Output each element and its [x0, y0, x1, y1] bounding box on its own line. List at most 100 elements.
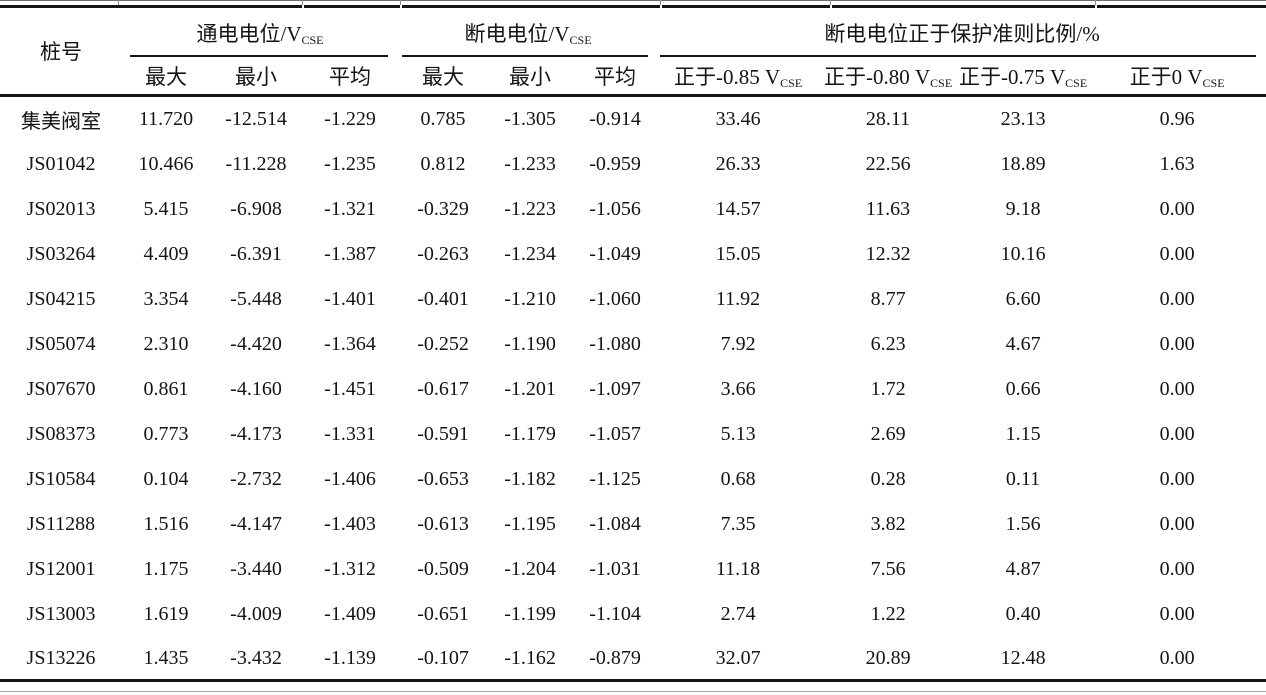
cell-off-min: -1.305: [504, 108, 556, 130]
cell-off-max: -0.613: [417, 513, 469, 535]
cell-off-avg: -1.125: [589, 468, 641, 490]
cell-energized-avg: -1.409: [324, 603, 376, 625]
row-label-stake: JS11288: [26, 513, 96, 535]
row-label-stake: JS13003: [26, 603, 96, 625]
cell-energized-avg: -1.403: [324, 513, 376, 535]
scan-tick: [1095, 0, 1096, 5]
cell-off-min: -1.233: [504, 153, 556, 175]
cell-off-avg: -1.049: [589, 243, 641, 265]
cell-off-avg: -1.057: [589, 423, 641, 445]
column-header-ratio-085: 正于-0.85 VCSE: [658, 57, 819, 97]
cell-energized-max: 0.773: [143, 423, 189, 445]
row-label-stake: JS04215: [26, 288, 96, 310]
column-group-energized-potential: 通电电位/VCSE: [122, 8, 398, 57]
cell-ratio-0: 0.00: [1159, 558, 1195, 580]
cell-off-min: -1.234: [504, 243, 556, 265]
column-group-ratio: 断电电位正于保护准则比例/%: [658, 8, 1266, 57]
cell-ratio-075: 0.66: [1005, 378, 1041, 400]
table-row: JS08373 0.773 -4.173 -1.331 -0.591 -1.17…: [0, 412, 1266, 457]
table-row: JS07670 0.861 -4.160 -1.451 -0.617 -1.20…: [0, 367, 1266, 412]
row-label-stake: JS03264: [26, 243, 96, 265]
group-label: 断电电位/V: [464, 21, 570, 46]
cell-ratio-075: 6.60: [1005, 288, 1041, 310]
table-row: JS10584 0.104 -2.732 -1.406 -0.653 -1.18…: [0, 457, 1266, 502]
cell-ratio-0: 0.00: [1159, 288, 1195, 310]
cell-energized-max: 4.409: [143, 243, 189, 265]
cell-ratio-085: 11.92: [715, 288, 761, 310]
cell-ratio-080: 0.28: [870, 468, 906, 490]
scan-tick: [400, 0, 401, 5]
column-header-max: 最大: [398, 57, 489, 97]
cell-off-min: -1.210: [504, 288, 556, 310]
cell-off-avg: -0.914: [589, 108, 641, 130]
cell-energized-max: 11.720: [138, 108, 194, 130]
cell-ratio-0: 0.96: [1159, 108, 1195, 130]
scan-notch: [298, 682, 300, 685]
table-row: 集美阀室 11.720 -12.514 -1.229 0.785 -1.305 …: [0, 97, 1266, 142]
scan-notch: [1190, 682, 1192, 685]
cell-ratio-085: 7.35: [720, 513, 756, 535]
cell-off-max: -0.653: [417, 468, 469, 490]
column-group-off-potential: 断电电位/VCSE: [398, 8, 658, 57]
cell-energized-min: -4.173: [230, 423, 282, 445]
cell-ratio-0: 0.00: [1159, 513, 1195, 535]
table-row: JS03264 4.409 -6.391 -1.387 -0.263 -1.23…: [0, 232, 1266, 277]
column-header-max: 最大: [122, 57, 210, 97]
cell-ratio-0: 0.00: [1159, 243, 1195, 265]
cell-ratio-075: 4.67: [1005, 333, 1041, 355]
cell-energized-max: 10.466: [138, 153, 194, 175]
table-row: JS12001 1.175 -3.440 -1.312 -0.509 -1.20…: [0, 547, 1266, 592]
row-label-stake: JS10584: [26, 468, 96, 490]
cell-energized-max: 5.415: [143, 198, 189, 220]
cell-energized-min: -12.514: [225, 108, 287, 130]
table-body: 集美阀室 11.720 -12.514 -1.229 0.785 -1.305 …: [0, 97, 1266, 682]
cell-ratio-075: 23.13: [1000, 108, 1046, 130]
column-header-ratio-075: 正于-0.75 VCSE: [958, 57, 1089, 97]
cell-energized-min: -4.147: [230, 513, 282, 535]
header-sub-row: 最大 最小 平均 最大 最小 平均 正于-0.85 VCSE 正于-0.80 V…: [0, 57, 1266, 97]
column-header-avg: 平均: [302, 57, 399, 97]
column-header-min: 最小: [210, 57, 302, 97]
cell-energized-min: -5.448: [230, 288, 282, 310]
cell-energized-min: -11.228: [225, 153, 287, 175]
cell-off-max: -0.591: [417, 423, 469, 445]
cell-energized-max: 1.516: [143, 513, 189, 535]
cell-off-min: -1.223: [504, 198, 556, 220]
ratio-label: 正于-0.75 V: [958, 64, 1066, 89]
cell-ratio-085: 14.57: [715, 198, 761, 220]
cell-off-avg: -1.084: [589, 513, 641, 535]
scan-hairline-top: [0, 0, 1266, 1]
cell-energized-max: 0.861: [143, 378, 189, 400]
cell-ratio-075: 12.48: [958, 637, 1089, 682]
column-header-avg: 平均: [572, 57, 659, 97]
cell-off-avg: -0.959: [589, 153, 641, 175]
cell-off-max: -0.252: [417, 333, 469, 355]
cell-off-max: -0.509: [417, 558, 469, 580]
cell-ratio-075: 10.16: [1000, 243, 1046, 265]
cell-energized-avg: -1.401: [324, 288, 376, 310]
cell-off-max: -0.617: [417, 378, 469, 400]
cell-energized-max: 1.619: [143, 603, 189, 625]
cell-ratio-0: 0.00: [1159, 423, 1195, 445]
cell-energized-avg: -1.406: [324, 468, 376, 490]
table-row: JS01042 10.466 -11.228 -1.235 0.812 -1.2…: [0, 142, 1266, 187]
cell-ratio-075: 1.15: [1005, 423, 1041, 445]
cell-energized-avg: -1.364: [324, 333, 376, 355]
cell-energized-avg: -1.331: [324, 423, 376, 445]
cell-ratio-085: 11.18: [715, 558, 761, 580]
scan-notch: [513, 682, 515, 685]
cell-off-min: -1.162: [488, 637, 573, 682]
cell-off-avg: -1.060: [589, 288, 641, 310]
cell-ratio-085: 0.68: [720, 468, 756, 490]
scan-notch: [753, 682, 755, 685]
cell-off-min: -1.201: [504, 378, 556, 400]
row-label-stake: JS02013: [26, 198, 96, 220]
table-row: JS11288 1.516 -4.147 -1.403 -0.613 -1.19…: [0, 502, 1266, 547]
cell-ratio-080: 1.22: [870, 603, 906, 625]
column-header-min: 最小: [488, 57, 573, 97]
row-label-stake: JS13226: [0, 637, 122, 682]
cell-ratio-085: 3.66: [720, 378, 756, 400]
cell-ratio-075: 9.18: [1005, 198, 1041, 220]
cell-off-avg: -0.879: [572, 637, 659, 682]
